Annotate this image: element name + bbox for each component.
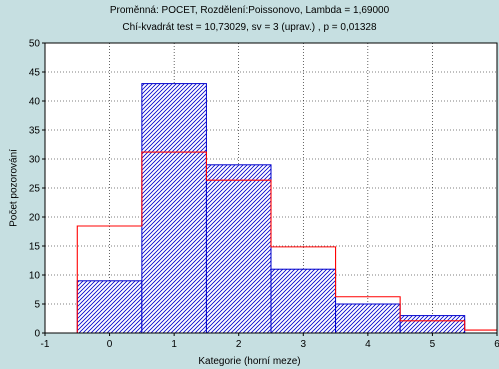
y-tick-label: 25 (29, 184, 41, 195)
chart-title: Proměnná: POCET, Rozdělení:Poissonovo, L… (109, 5, 390, 16)
y-tick-label: 15 (29, 242, 41, 253)
y-axis-label: Počet pozorování (8, 149, 20, 227)
x-tick-label: 4 (365, 339, 371, 350)
observed-bar (76, 280, 143, 334)
observed-bar (399, 315, 466, 334)
observed-bar (270, 268, 337, 334)
y-tick-label: 20 (29, 213, 41, 224)
y-tick-label: 45 (29, 68, 41, 79)
y-tick-label: 5 (34, 300, 40, 311)
chart-subtitle: Chí-kvadrát test = 10,73029, sv = 3 (upr… (122, 22, 377, 33)
expected-line (45, 151, 497, 334)
observed-bar (141, 83, 207, 334)
x-tick-label: 2 (236, 339, 242, 350)
y-tick-label: 35 (29, 126, 41, 137)
observed-bar (335, 303, 401, 334)
x-tick-label: 5 (430, 339, 436, 350)
x-tick-label: 3 (301, 339, 307, 350)
x-tick-label: -1 (41, 339, 50, 350)
x-tick-label: 6 (494, 339, 499, 350)
y-tick-label: 40 (29, 97, 41, 108)
x-tick-label: 1 (171, 339, 177, 350)
x-tick-label: 0 (107, 339, 113, 350)
plot-frame (44, 42, 498, 334)
y-tick-label: 50 (29, 39, 41, 50)
y-tick-label: 10 (29, 271, 41, 282)
y-tick-label: 0 (34, 329, 40, 340)
y-tick-label: 30 (29, 155, 41, 166)
x-axis-label: Kategorie (horní meze) (198, 356, 301, 367)
observed-bar (205, 164, 272, 334)
